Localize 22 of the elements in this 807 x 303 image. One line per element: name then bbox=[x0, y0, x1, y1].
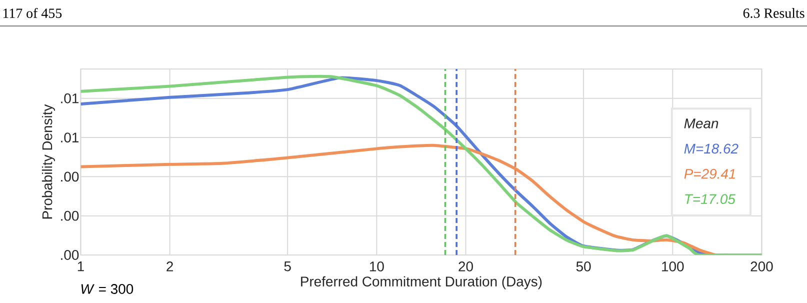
ref-line-label: T=17.05 bbox=[685, 194, 736, 204]
text: W = 300 bbox=[81, 284, 134, 294]
ref-line-label: M=18.62 bbox=[684, 144, 738, 154]
x-tick-label: 2 bbox=[166, 262, 173, 272]
x-axis-title: Preferred Commitment Duration (Days) bbox=[301, 276, 542, 290]
x-tick-label: 1 bbox=[78, 262, 84, 272]
text: 6.3 Results bbox=[743, 8, 804, 18]
x-tick-label: 5 bbox=[284, 262, 291, 272]
x-tick-label: 50 bbox=[576, 262, 591, 272]
y-tick-label: .00 bbox=[61, 210, 79, 221]
legend-title: Mean bbox=[684, 118, 718, 128]
y-tick-label: .00 bbox=[61, 172, 79, 182]
x-tick-label: 100 bbox=[662, 262, 684, 272]
text: 117 of 455 bbox=[3, 8, 62, 18]
x-tick-label: 10 bbox=[370, 262, 384, 272]
x-tick-label: 200 bbox=[750, 262, 773, 272]
y-tick-label: .00 bbox=[61, 250, 79, 260]
y-tick-label: .01 bbox=[61, 132, 79, 142]
ref-line-label: P=29.41 bbox=[684, 168, 736, 179]
y-tick-label: .01 bbox=[61, 93, 79, 104]
x-tick-label: 20 bbox=[458, 262, 473, 272]
y-axis-title: Probability Density bbox=[42, 104, 55, 219]
